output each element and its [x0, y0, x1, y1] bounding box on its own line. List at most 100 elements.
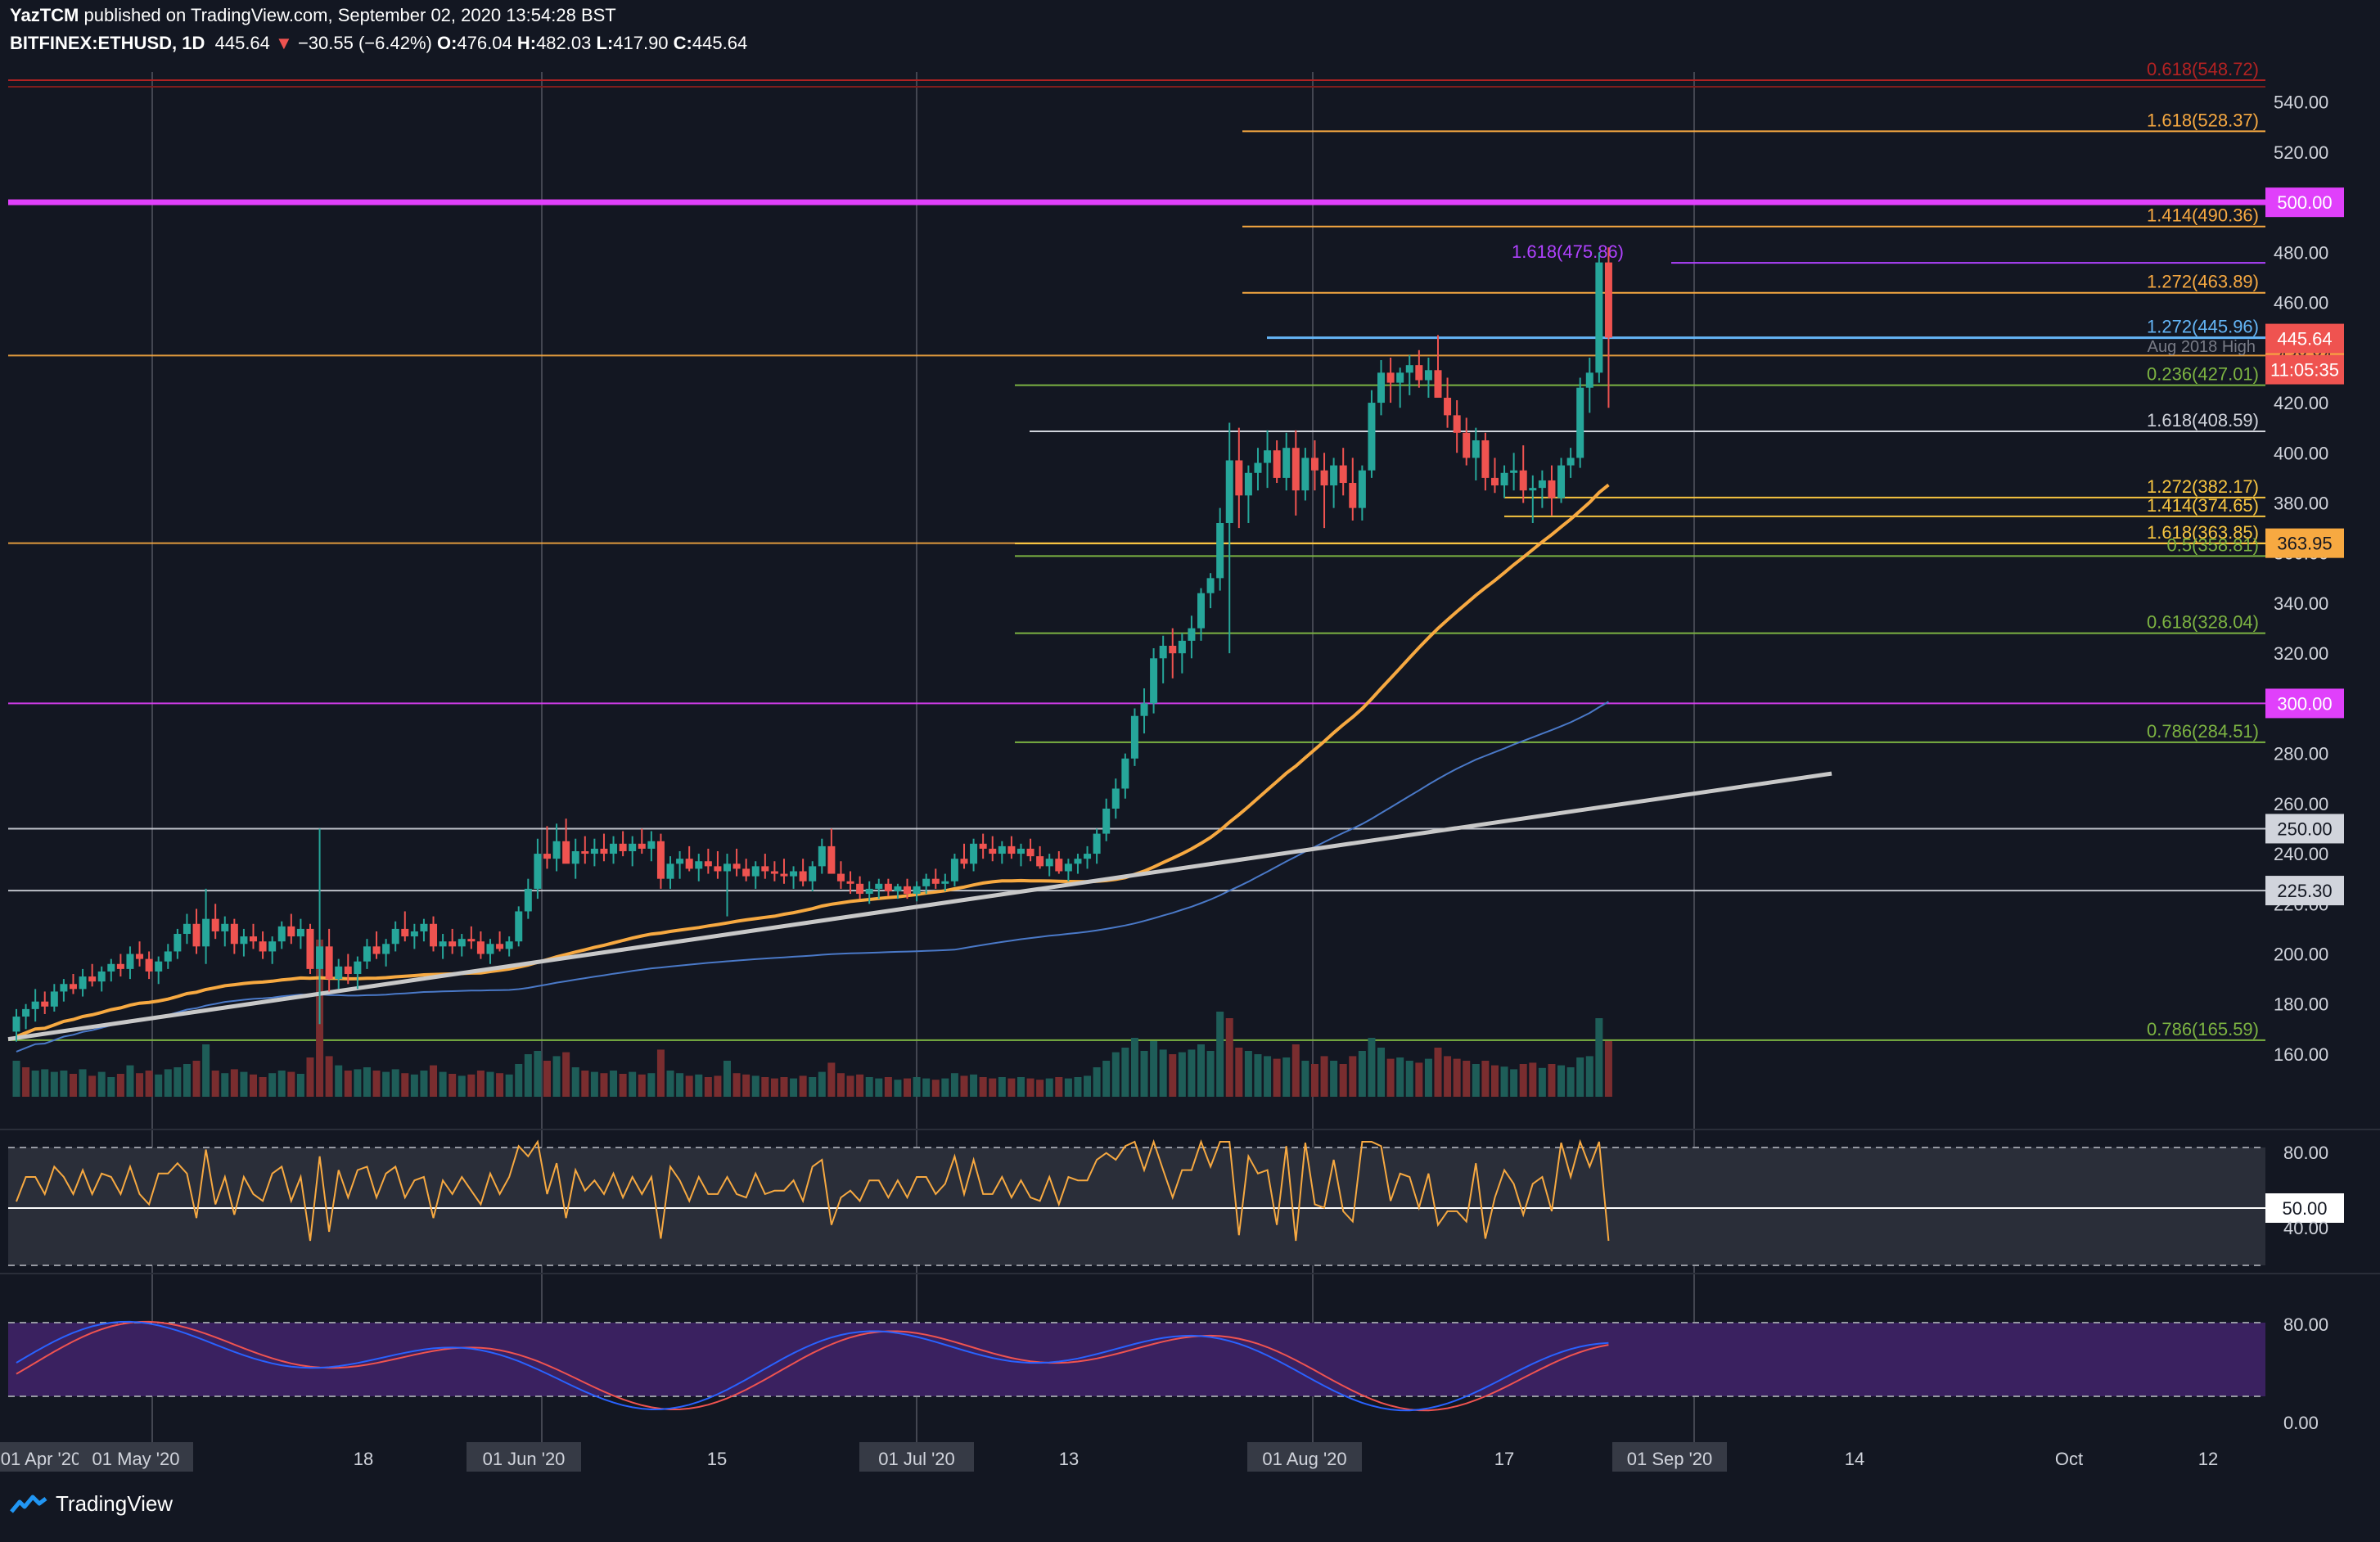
- volume-bar: [1349, 1056, 1357, 1097]
- volume-bar: [1197, 1044, 1205, 1097]
- candle-body: [50, 991, 58, 1007]
- rsi-band: [8, 1147, 2265, 1265]
- candle-body: [629, 843, 637, 852]
- volume-bar: [325, 1056, 333, 1097]
- candle-body: [1055, 859, 1063, 872]
- volume-bar: [770, 1078, 778, 1097]
- sr-axis-label-box: [2265, 688, 2344, 719]
- time-axis-label: 15: [707, 1449, 727, 1469]
- tradingview-logo-icon: [10, 1495, 47, 1513]
- volume-bar: [647, 1073, 656, 1097]
- volume-bar: [931, 1080, 940, 1097]
- candle-body: [590, 848, 598, 854]
- candle-body: [1188, 628, 1196, 641]
- price-axis-tick: 420.00: [2274, 393, 2328, 413]
- candle-body: [836, 873, 845, 881]
- candle-body: [1121, 758, 1129, 789]
- volume-bar: [1463, 1061, 1471, 1097]
- candle-body: [192, 923, 201, 947]
- fib-level-label: 0.618(328.04): [2147, 612, 2259, 633]
- time-axis-label: 17: [1494, 1449, 1514, 1469]
- candle-body: [505, 941, 513, 949]
- candle-body: [818, 845, 826, 867]
- volume-bar: [941, 1078, 949, 1097]
- volume-bar: [240, 1071, 248, 1097]
- volume-bar: [88, 1075, 97, 1097]
- candle-body: [410, 931, 418, 937]
- rsi-last-box: [2265, 1193, 2344, 1223]
- volume-bar: [41, 1069, 49, 1097]
- volume-bar: [610, 1071, 618, 1097]
- candle-body: [296, 928, 304, 937]
- tradingview-brand[interactable]: TradingView: [8, 1491, 173, 1517]
- volume-bar: [704, 1077, 712, 1097]
- candle-body: [704, 861, 712, 867]
- candle-body: [306, 928, 314, 969]
- volume-bar: [126, 1065, 134, 1097]
- candle-body: [1358, 470, 1366, 508]
- volume-bar: [1424, 1058, 1432, 1097]
- time-axis-box: [859, 1442, 974, 1472]
- time-axis-label: 01 Apr '20: [1, 1449, 81, 1469]
- volume-bar: [174, 1067, 182, 1097]
- candle-body: [960, 859, 968, 864]
- sr-axis-label: 300.00: [2277, 693, 2332, 714]
- volume-bar: [1481, 1061, 1490, 1097]
- candle-body: [287, 926, 295, 937]
- volume-bar: [676, 1073, 684, 1097]
- time-axis-label: 01 Jul '20: [878, 1449, 955, 1469]
- volume-bar: [552, 1056, 561, 1097]
- candle-body: [1225, 460, 1233, 524]
- fib-level-label: 1.272(445.96): [2147, 317, 2259, 337]
- candle-body: [1396, 372, 1404, 383]
- sr-axis-label: 500.00: [2277, 192, 2332, 213]
- candle-body: [732, 863, 741, 869]
- rsi-axis-tick: 40.00: [2283, 1218, 2328, 1238]
- sr-axis-label: 250.00: [2277, 818, 2332, 839]
- volume-bar: [449, 1074, 457, 1097]
- symbol-label[interactable]: BITFINEX:ETHUSD, 1D: [10, 33, 205, 53]
- publish-line: YazTCM published on TradingView.com, Sep…: [10, 5, 616, 26]
- volume-bar: [1111, 1052, 1120, 1097]
- volume-bar: [638, 1074, 646, 1097]
- candle-body: [1377, 372, 1386, 404]
- volume-bar: [1244, 1051, 1252, 1097]
- volume-bar: [155, 1074, 163, 1097]
- volume-bar: [1510, 1069, 1518, 1097]
- candle-body: [1519, 470, 1527, 491]
- volume-bar: [884, 1077, 892, 1097]
- author-name[interactable]: YazTCM: [10, 5, 79, 25]
- time-axis-label: 01 Sep '20: [1627, 1449, 1713, 1469]
- volume-bar: [354, 1069, 362, 1097]
- candle-body: [742, 868, 751, 877]
- volume-bar: [116, 1074, 124, 1097]
- price-axis-tick: 340.00: [2274, 593, 2328, 614]
- candle-body: [1566, 458, 1575, 466]
- volume-bar: [1472, 1064, 1480, 1097]
- price-change: −30.55 (−6.42%): [297, 33, 432, 53]
- volume-bar: [790, 1078, 798, 1097]
- candle-body: [1178, 640, 1186, 654]
- volume-bar: [382, 1071, 390, 1097]
- price-axis-tick: 200.00: [2274, 945, 2328, 965]
- fib-level-label: 1.414(374.65): [2147, 495, 2259, 516]
- candle-body: [1557, 465, 1566, 498]
- volume-bar: [467, 1074, 476, 1097]
- candle-body: [1016, 848, 1025, 854]
- candle-body: [325, 946, 333, 980]
- volume-bar: [827, 1062, 836, 1097]
- volume-bar: [439, 1071, 447, 1097]
- volume-bar: [562, 1052, 570, 1097]
- candle-body: [610, 843, 618, 854]
- last-price: 445.64: [214, 33, 270, 53]
- candle-body: [316, 946, 324, 969]
- candle-body: [1386, 372, 1395, 383]
- price-axis-tick: 260.00: [2274, 794, 2328, 814]
- volume-bar: [1566, 1067, 1575, 1097]
- candle-body: [515, 911, 523, 942]
- candle-body: [344, 966, 352, 975]
- candle-body: [1415, 365, 1423, 381]
- sr-axis-label-box: [2265, 528, 2344, 558]
- volume-bar: [600, 1073, 608, 1097]
